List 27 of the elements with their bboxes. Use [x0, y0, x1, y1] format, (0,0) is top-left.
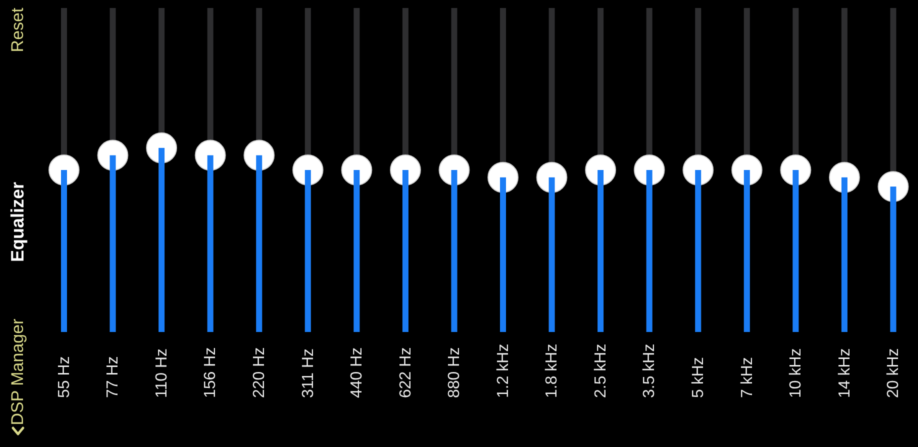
x-tick-label: 311 Hz — [300, 348, 317, 398]
x-tick-label: 156 Hz — [202, 347, 220, 398]
bar — [598, 170, 604, 332]
bar — [841, 177, 848, 332]
x-tick-label: 20 kHz — [885, 348, 902, 398]
text: Reset — [8, 8, 28, 52]
x-tick-label: 3.5 kHz — [641, 344, 658, 398]
x-tick-label: 622 Hz — [397, 347, 414, 398]
bar — [61, 170, 67, 332]
bar — [158, 148, 165, 332]
x-tick-label: 55 Hz — [56, 356, 73, 398]
text: Equalizer — [8, 182, 28, 262]
x-tick-label: 2.5 kHz — [592, 344, 610, 398]
x-tick-label: 1.2 kHz — [494, 344, 512, 398]
bar — [500, 177, 506, 332]
x-tick-label: 440 Hz — [348, 347, 366, 398]
bar — [402, 170, 408, 332]
x-tick-label: 14 kHz — [836, 348, 854, 398]
text: DSP Manager — [8, 318, 28, 426]
x-tick-label: 77 Hz — [104, 356, 122, 398]
x-tick-label: 7 kHz — [738, 357, 756, 398]
x-tick-label: 1.8 kHz — [544, 344, 561, 398]
x-tick-label: 880 Hz — [446, 347, 464, 398]
x-tick-label: 5 kHz — [690, 357, 707, 398]
x-tick-label: 110 Hz — [153, 348, 170, 398]
x-tick-label: 220 Hz — [251, 347, 268, 398]
x-tick-label: 10 kHz — [788, 348, 805, 398]
